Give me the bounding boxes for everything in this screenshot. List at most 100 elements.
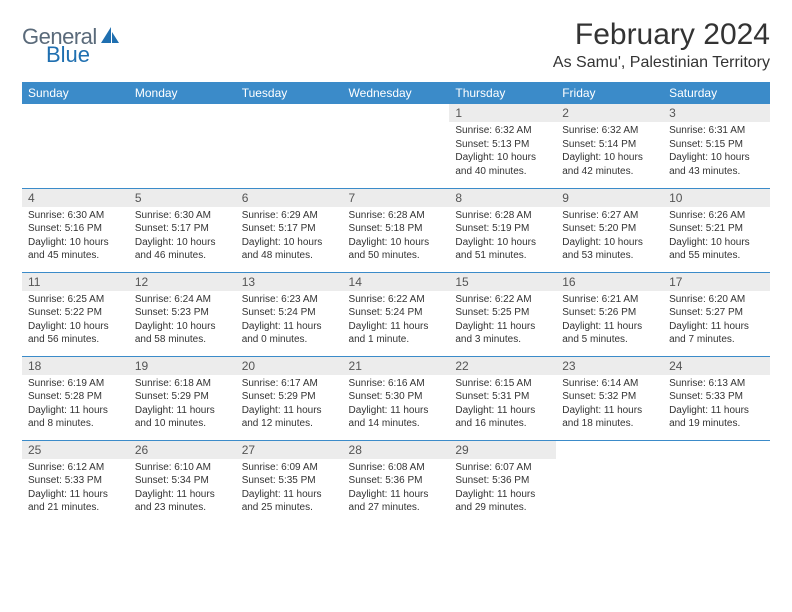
day-number: 26 bbox=[129, 441, 236, 459]
day-number: 8 bbox=[449, 189, 556, 207]
day-number: 25 bbox=[22, 441, 129, 459]
day-details: Sunrise: 6:21 AMSunset: 5:26 PMDaylight:… bbox=[556, 291, 663, 351]
day-details: Sunrise: 6:29 AMSunset: 5:17 PMDaylight:… bbox=[236, 207, 343, 267]
day-number: 2 bbox=[556, 104, 663, 122]
calendar-day-cell: 17Sunrise: 6:20 AMSunset: 5:27 PMDayligh… bbox=[663, 272, 770, 356]
day-number: 29 bbox=[449, 441, 556, 459]
day-details: Sunrise: 6:24 AMSunset: 5:23 PMDaylight:… bbox=[129, 291, 236, 351]
day-details: Sunrise: 6:28 AMSunset: 5:18 PMDaylight:… bbox=[343, 207, 450, 267]
day-details: Sunrise: 6:26 AMSunset: 5:21 PMDaylight:… bbox=[663, 207, 770, 267]
day-details: Sunrise: 6:10 AMSunset: 5:34 PMDaylight:… bbox=[129, 459, 236, 519]
day-details: Sunrise: 6:25 AMSunset: 5:22 PMDaylight:… bbox=[22, 291, 129, 351]
calendar-day-cell: 6Sunrise: 6:29 AMSunset: 5:17 PMDaylight… bbox=[236, 188, 343, 272]
calendar-day-cell: 12Sunrise: 6:24 AMSunset: 5:23 PMDayligh… bbox=[129, 272, 236, 356]
day-details: Sunrise: 6:22 AMSunset: 5:25 PMDaylight:… bbox=[449, 291, 556, 351]
calendar-day-cell: 26Sunrise: 6:10 AMSunset: 5:34 PMDayligh… bbox=[129, 440, 236, 524]
day-number: 3 bbox=[663, 104, 770, 122]
day-number: 20 bbox=[236, 357, 343, 375]
calendar-day-cell: 4Sunrise: 6:30 AMSunset: 5:16 PMDaylight… bbox=[22, 188, 129, 272]
day-number: 4 bbox=[22, 189, 129, 207]
calendar-day-cell: 9Sunrise: 6:27 AMSunset: 5:20 PMDaylight… bbox=[556, 188, 663, 272]
day-number: 5 bbox=[129, 189, 236, 207]
day-number: 18 bbox=[22, 357, 129, 375]
day-details: Sunrise: 6:28 AMSunset: 5:19 PMDaylight:… bbox=[449, 207, 556, 267]
calendar-day-cell: 20Sunrise: 6:17 AMSunset: 5:29 PMDayligh… bbox=[236, 356, 343, 440]
calendar-week-row: 4Sunrise: 6:30 AMSunset: 5:16 PMDaylight… bbox=[22, 188, 770, 272]
calendar-week-row: ........1Sunrise: 6:32 AMSunset: 5:13 PM… bbox=[22, 104, 770, 188]
day-details: Sunrise: 6:32 AMSunset: 5:13 PMDaylight:… bbox=[449, 122, 556, 182]
day-details: Sunrise: 6:19 AMSunset: 5:28 PMDaylight:… bbox=[22, 375, 129, 435]
day-number: 15 bbox=[449, 273, 556, 291]
calendar-table: SundayMondayTuesdayWednesdayThursdayFrid… bbox=[22, 82, 770, 524]
day-details: Sunrise: 6:16 AMSunset: 5:30 PMDaylight:… bbox=[343, 375, 450, 435]
day-details: Sunrise: 6:30 AMSunset: 5:16 PMDaylight:… bbox=[22, 207, 129, 267]
location: As Samu', Palestinian Territory bbox=[553, 54, 770, 72]
day-number: 16 bbox=[556, 273, 663, 291]
weekday-header: Wednesday bbox=[343, 82, 450, 104]
day-number: 27 bbox=[236, 441, 343, 459]
day-details: Sunrise: 6:32 AMSunset: 5:14 PMDaylight:… bbox=[556, 122, 663, 182]
calendar-day-cell: 5Sunrise: 6:30 AMSunset: 5:17 PMDaylight… bbox=[129, 188, 236, 272]
day-details: Sunrise: 6:08 AMSunset: 5:36 PMDaylight:… bbox=[343, 459, 450, 519]
logo-sail-icon bbox=[99, 25, 121, 50]
day-number: 24 bbox=[663, 357, 770, 375]
calendar-day-cell: 25Sunrise: 6:12 AMSunset: 5:33 PMDayligh… bbox=[22, 440, 129, 524]
calendar-day-cell: 11Sunrise: 6:25 AMSunset: 5:22 PMDayligh… bbox=[22, 272, 129, 356]
calendar-day-cell: .. bbox=[129, 104, 236, 188]
day-details: Sunrise: 6:15 AMSunset: 5:31 PMDaylight:… bbox=[449, 375, 556, 435]
calendar-body: ........1Sunrise: 6:32 AMSunset: 5:13 PM… bbox=[22, 104, 770, 524]
calendar-day-cell: 7Sunrise: 6:28 AMSunset: 5:18 PMDaylight… bbox=[343, 188, 450, 272]
day-details: Sunrise: 6:31 AMSunset: 5:15 PMDaylight:… bbox=[663, 122, 770, 182]
day-number: 7 bbox=[343, 189, 450, 207]
calendar-day-cell: 2Sunrise: 6:32 AMSunset: 5:14 PMDaylight… bbox=[556, 104, 663, 188]
day-number: 10 bbox=[663, 189, 770, 207]
calendar-day-cell: .. bbox=[663, 440, 770, 524]
day-number: 9 bbox=[556, 189, 663, 207]
calendar-day-cell: .. bbox=[343, 104, 450, 188]
calendar-day-cell: 27Sunrise: 6:09 AMSunset: 5:35 PMDayligh… bbox=[236, 440, 343, 524]
weekday-header: Saturday bbox=[663, 82, 770, 104]
day-details: Sunrise: 6:17 AMSunset: 5:29 PMDaylight:… bbox=[236, 375, 343, 435]
day-number: 23 bbox=[556, 357, 663, 375]
calendar-day-cell: 10Sunrise: 6:26 AMSunset: 5:21 PMDayligh… bbox=[663, 188, 770, 272]
calendar-day-cell: 18Sunrise: 6:19 AMSunset: 5:28 PMDayligh… bbox=[22, 356, 129, 440]
calendar-day-cell: 1Sunrise: 6:32 AMSunset: 5:13 PMDaylight… bbox=[449, 104, 556, 188]
month-title: February 2024 bbox=[553, 18, 770, 52]
day-details: Sunrise: 6:09 AMSunset: 5:35 PMDaylight:… bbox=[236, 459, 343, 519]
calendar-day-cell: 23Sunrise: 6:14 AMSunset: 5:32 PMDayligh… bbox=[556, 356, 663, 440]
calendar-day-cell: 28Sunrise: 6:08 AMSunset: 5:36 PMDayligh… bbox=[343, 440, 450, 524]
weekday-header: Thursday bbox=[449, 82, 556, 104]
weekday-header: Sunday bbox=[22, 82, 129, 104]
day-number: 11 bbox=[22, 273, 129, 291]
calendar-week-row: 25Sunrise: 6:12 AMSunset: 5:33 PMDayligh… bbox=[22, 440, 770, 524]
weekday-header: Friday bbox=[556, 82, 663, 104]
title-block: February 2024 As Samu', Palestinian Terr… bbox=[553, 18, 770, 72]
calendar-day-cell: .. bbox=[236, 104, 343, 188]
day-number: 13 bbox=[236, 273, 343, 291]
weekday-header: Monday bbox=[129, 82, 236, 104]
logo-text-blue: Blue bbox=[46, 42, 90, 68]
day-details: Sunrise: 6:14 AMSunset: 5:32 PMDaylight:… bbox=[556, 375, 663, 435]
day-number: 14 bbox=[343, 273, 450, 291]
day-number: 12 bbox=[129, 273, 236, 291]
calendar-day-cell: 19Sunrise: 6:18 AMSunset: 5:29 PMDayligh… bbox=[129, 356, 236, 440]
calendar-day-cell: .. bbox=[556, 440, 663, 524]
day-details: Sunrise: 6:07 AMSunset: 5:36 PMDaylight:… bbox=[449, 459, 556, 519]
calendar-day-cell: 13Sunrise: 6:23 AMSunset: 5:24 PMDayligh… bbox=[236, 272, 343, 356]
calendar-day-cell: 16Sunrise: 6:21 AMSunset: 5:26 PMDayligh… bbox=[556, 272, 663, 356]
calendar-week-row: 11Sunrise: 6:25 AMSunset: 5:22 PMDayligh… bbox=[22, 272, 770, 356]
day-details: Sunrise: 6:23 AMSunset: 5:24 PMDaylight:… bbox=[236, 291, 343, 351]
day-details: Sunrise: 6:12 AMSunset: 5:33 PMDaylight:… bbox=[22, 459, 129, 519]
calendar-day-cell: 14Sunrise: 6:22 AMSunset: 5:24 PMDayligh… bbox=[343, 272, 450, 356]
day-number: 28 bbox=[343, 441, 450, 459]
day-number: 6 bbox=[236, 189, 343, 207]
calendar-header-row: SundayMondayTuesdayWednesdayThursdayFrid… bbox=[22, 82, 770, 104]
calendar-day-cell: 21Sunrise: 6:16 AMSunset: 5:30 PMDayligh… bbox=[343, 356, 450, 440]
day-number: 21 bbox=[343, 357, 450, 375]
day-number: 17 bbox=[663, 273, 770, 291]
day-details: Sunrise: 6:22 AMSunset: 5:24 PMDaylight:… bbox=[343, 291, 450, 351]
day-details: Sunrise: 6:20 AMSunset: 5:27 PMDaylight:… bbox=[663, 291, 770, 351]
day-number: 1 bbox=[449, 104, 556, 122]
calendar-day-cell: 29Sunrise: 6:07 AMSunset: 5:36 PMDayligh… bbox=[449, 440, 556, 524]
day-number: 22 bbox=[449, 357, 556, 375]
